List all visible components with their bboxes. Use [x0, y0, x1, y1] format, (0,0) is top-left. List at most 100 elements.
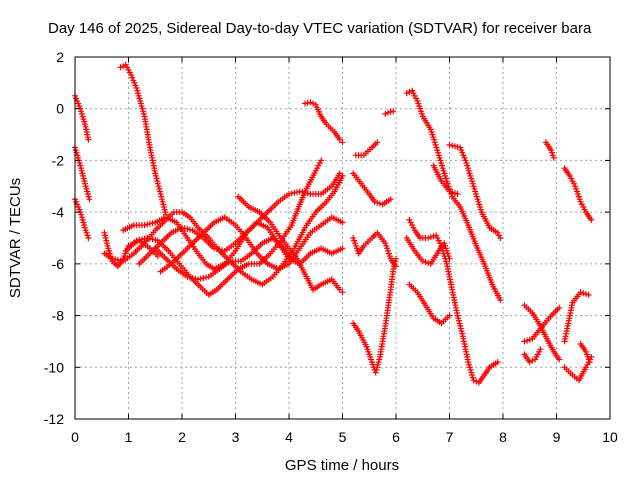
- x-tick-label: 1: [125, 429, 133, 445]
- y-tick-label: -12: [44, 411, 64, 427]
- x-tick-label: 9: [553, 429, 561, 445]
- data-point: [85, 136, 92, 143]
- series-arc29: [561, 165, 595, 223]
- data-point: [422, 259, 429, 266]
- series-arc26: [521, 304, 563, 345]
- data-point: [146, 235, 153, 242]
- data-point: [339, 219, 346, 226]
- data-point: [410, 90, 417, 97]
- data-point: [339, 139, 346, 146]
- x-tick-label: 10: [602, 429, 618, 445]
- data-point: [146, 220, 153, 227]
- data-point: [582, 291, 589, 297]
- data-point: [449, 189, 456, 196]
- data-point: [497, 235, 504, 241]
- x-tick-label: 2: [178, 429, 186, 445]
- data-point: [371, 198, 378, 205]
- series-arc13: [302, 99, 346, 146]
- series-arc30: [561, 289, 592, 345]
- x-tick-label: 6: [392, 429, 400, 445]
- data-point: [393, 255, 399, 262]
- y-tick-label: 2: [56, 49, 64, 65]
- data-point: [135, 90, 141, 97]
- data-point: [526, 336, 533, 343]
- data-point: [417, 105, 424, 112]
- data-point: [299, 189, 306, 196]
- x-tick-label: 7: [446, 429, 454, 445]
- data-point: [497, 297, 504, 304]
- x-tick-label: 0: [71, 429, 79, 445]
- data-point: [446, 188, 453, 195]
- data-point: [387, 196, 394, 203]
- y-tick-label: -4: [52, 204, 65, 220]
- x-tick-labels: 0 1 2 3 4 5 6 7 8 9 10: [71, 429, 618, 445]
- series-arc02: [72, 144, 93, 203]
- y-tick-label: -10: [44, 359, 64, 375]
- y-axis-label: SDTVAR / TECUs: [7, 178, 24, 298]
- data-point: [86, 196, 93, 203]
- series-arc21: [403, 235, 453, 267]
- data-point: [211, 245, 218, 252]
- series-arc18: [350, 255, 399, 376]
- data-point: [339, 245, 346, 252]
- data-point: [406, 88, 413, 95]
- data-point: [133, 237, 140, 244]
- data-point: [586, 359, 593, 366]
- data-point: [524, 337, 531, 344]
- y-tick-label: 0: [56, 101, 64, 117]
- data-point: [446, 141, 453, 148]
- data-point: [200, 275, 207, 282]
- data-point: [310, 100, 317, 107]
- series-arc22: [406, 281, 453, 327]
- chart-title: Day 146 of 2025, Sidereal Day-to-day VTE…: [48, 20, 592, 37]
- series-arc11: [157, 214, 346, 275]
- series-arc15: [382, 108, 397, 117]
- data-point: [529, 357, 536, 364]
- data-point: [585, 291, 592, 298]
- y-tick-label: -6: [52, 256, 65, 272]
- data-point: [139, 105, 146, 112]
- data-point: [120, 63, 127, 70]
- data-point: [374, 139, 381, 146]
- series-arc14: [352, 139, 381, 159]
- data-point: [117, 64, 124, 71]
- data-point: [307, 99, 314, 106]
- data-point: [526, 359, 533, 366]
- series-arc32: [577, 341, 593, 366]
- data-point: [556, 304, 563, 311]
- data-point: [446, 312, 453, 319]
- data-point: [85, 235, 92, 241]
- series-arc28: [542, 139, 557, 161]
- data-point: [470, 377, 477, 384]
- data-point: [339, 172, 346, 179]
- data-point: [550, 154, 557, 161]
- data-point: [403, 90, 410, 97]
- data-point: [430, 233, 437, 240]
- x-axis-label: GPS time / hours: [285, 457, 399, 474]
- grid-layer: [75, 57, 610, 419]
- series-arc12: [235, 193, 346, 296]
- data-point: [318, 157, 325, 164]
- data-point: [390, 108, 397, 115]
- data-point: [521, 338, 528, 345]
- tick-layer: [74, 56, 611, 420]
- data-point: [192, 275, 199, 282]
- data-point: [425, 260, 432, 266]
- y-tick-label: -2: [52, 152, 65, 168]
- data-marks-layer: [72, 61, 595, 386]
- data-point: [446, 255, 453, 262]
- data-point: [339, 289, 346, 296]
- data-point: [81, 121, 88, 128]
- data-point: [117, 257, 124, 264]
- data-point: [425, 235, 432, 241]
- series-arc19: [403, 87, 504, 304]
- data-point: [382, 110, 389, 117]
- data-point: [537, 346, 544, 353]
- data-point: [556, 356, 563, 363]
- y-tick-labels: -12 -10 -8 -6 -4 -2 0 2: [44, 49, 64, 427]
- series-arc23: [430, 162, 461, 197]
- data-point: [588, 216, 595, 223]
- data-point: [112, 256, 119, 263]
